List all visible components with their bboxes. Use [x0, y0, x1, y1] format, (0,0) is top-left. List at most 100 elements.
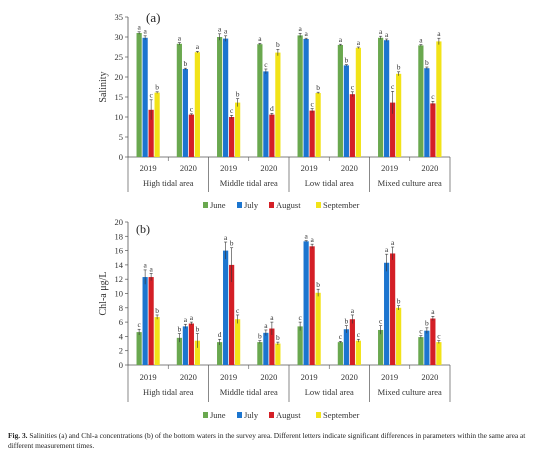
significance-letter: b — [155, 83, 159, 92]
significance-letter: b — [397, 296, 401, 305]
year-label: 2019 — [220, 163, 237, 173]
legend-swatch — [316, 202, 321, 208]
caption-label: Fig. 3. — [8, 431, 28, 440]
bar — [309, 246, 315, 365]
significance-letter: c — [357, 330, 361, 339]
bar — [176, 43, 182, 157]
significance-letter: a — [437, 29, 441, 38]
significance-letter: c — [190, 105, 194, 114]
bar — [136, 33, 142, 157]
legend-label: September — [323, 410, 360, 420]
bar — [436, 41, 442, 157]
significance-letter: b — [397, 63, 401, 72]
legend-swatch — [203, 412, 208, 418]
significance-letter: c — [391, 82, 395, 91]
bar — [223, 250, 229, 365]
year-label: 2019 — [301, 163, 318, 173]
bar — [194, 52, 200, 158]
area-label: Low tidal area — [305, 387, 354, 397]
significance-letter: b — [345, 55, 349, 64]
y-tick-label: 8 — [119, 303, 123, 313]
significance-letter: a — [258, 34, 262, 43]
bar — [182, 69, 188, 157]
legend-label: July — [244, 200, 259, 210]
bar — [263, 332, 269, 365]
significance-letter: a — [184, 315, 188, 324]
significance-letter: b — [178, 324, 182, 333]
bar — [436, 342, 442, 365]
y-tick-label: 5 — [119, 132, 123, 142]
significance-letter: a — [379, 27, 383, 36]
y-tick-label: 12 — [115, 274, 124, 284]
bar — [176, 337, 182, 365]
bar — [349, 319, 355, 365]
y-tick-label: 18 — [115, 231, 124, 241]
significance-letter: c — [137, 320, 141, 329]
bar — [217, 342, 223, 365]
area-label: Middle tidal area — [220, 387, 278, 397]
y-tick-label: 4 — [119, 331, 124, 341]
legend-swatch — [237, 412, 242, 418]
year-label: 2019 — [140, 372, 157, 382]
legend-label: August — [276, 200, 301, 210]
significance-letter: a — [149, 264, 153, 273]
significance-letter: a — [224, 27, 228, 36]
bar — [337, 45, 343, 157]
bar — [194, 340, 200, 365]
significance-letter: b — [230, 239, 234, 248]
significance-letter: c — [379, 316, 383, 325]
bar — [303, 39, 309, 157]
legend-label: June — [210, 200, 226, 210]
significance-letter: b — [236, 89, 240, 98]
year-label: 2019 — [140, 163, 157, 173]
y-tick-label: 10 — [115, 289, 124, 299]
significance-letter: c — [351, 83, 355, 92]
caption-text: Salinities (a) and Chl-a concentrations … — [8, 431, 526, 450]
year-label: 2020 — [180, 163, 197, 173]
significance-letter: a — [391, 238, 395, 247]
year-label: 2020 — [341, 372, 358, 382]
bar — [235, 319, 241, 365]
significance-letter: a — [431, 307, 435, 316]
significance-letter: a — [419, 35, 423, 44]
year-label: 2019 — [381, 163, 398, 173]
significance-letter: d — [218, 330, 222, 339]
bar — [355, 47, 361, 157]
bar — [390, 253, 396, 365]
y-tick-label: 0 — [119, 360, 123, 370]
bar — [315, 292, 321, 365]
y-tick-label: 20 — [115, 72, 124, 82]
significance-letter: a — [304, 29, 308, 38]
significance-letter: a — [143, 27, 147, 36]
bar — [148, 277, 154, 365]
significance-letter: a — [196, 42, 200, 51]
y-tick-label: 6 — [119, 317, 123, 327]
significance-letter: b — [425, 319, 429, 328]
figure-caption: Fig. 3. Salinities (a) and Chl-a concent… — [8, 431, 548, 451]
bar — [418, 337, 424, 365]
bar — [136, 332, 142, 365]
significance-letter: b — [345, 316, 349, 325]
bar — [257, 342, 263, 365]
y-tick-label: 35 — [115, 12, 124, 22]
bar — [384, 40, 390, 158]
y-tick-label: 14 — [115, 260, 124, 270]
significance-letter: a — [218, 25, 222, 34]
bar — [430, 318, 436, 365]
legend-label: July — [244, 410, 259, 420]
bar — [297, 326, 303, 365]
year-label: 2020 — [341, 163, 358, 173]
bar — [148, 109, 154, 157]
significance-letter: a — [385, 245, 389, 254]
bar — [418, 45, 424, 157]
bar — [378, 329, 384, 365]
bar — [355, 340, 361, 365]
legend-swatch — [237, 202, 242, 208]
significance-letter: c — [310, 99, 314, 108]
y-tick-label: 2 — [119, 346, 123, 356]
significance-letter: c — [298, 313, 302, 322]
area-label: High tidal area — [143, 178, 194, 188]
bar — [257, 44, 263, 158]
bar — [424, 330, 430, 365]
